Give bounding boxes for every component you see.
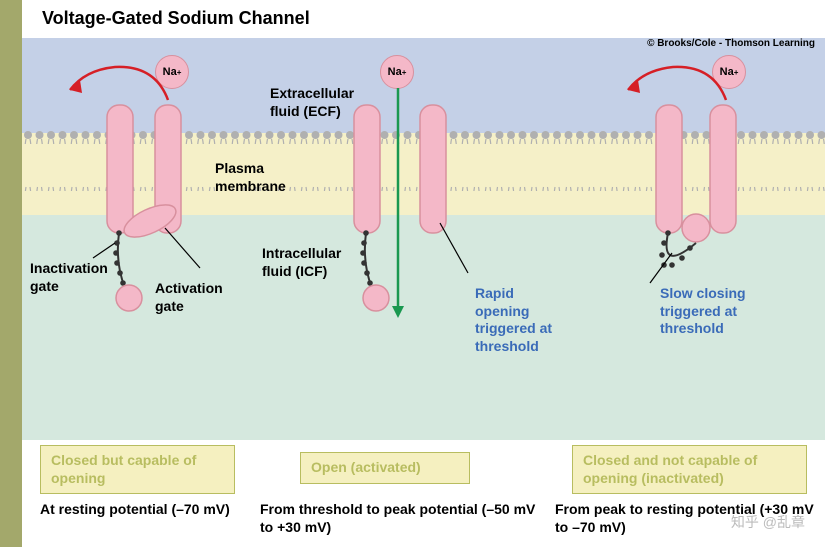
state-caption-2: From threshold to peak potential (–50 mV… <box>260 500 540 536</box>
ion-symbol: Na <box>388 66 402 78</box>
sodium-ion: Na+ <box>380 55 414 89</box>
ion-charge: + <box>402 68 407 77</box>
state-box-1: Closed but capable of opening <box>40 445 235 494</box>
channel-state-3 <box>630 103 780 313</box>
channel-state-2 <box>340 103 480 313</box>
state-box-2: Open (activated) <box>300 452 470 484</box>
watermark: 知乎 @乱章 <box>731 512 805 532</box>
diagram-title: Voltage-Gated Sodium Channel <box>42 8 310 29</box>
left-sidebar <box>0 0 22 547</box>
inactivation-gate-label: Inactivation gate <box>30 260 120 295</box>
slow-closing-label: Slow closing triggered at threshold <box>660 285 750 338</box>
copyright-text: © Brooks/Cole - Thomson Learning <box>647 38 815 49</box>
membrane-label: Plasma membrane <box>215 160 305 195</box>
state-caption-1: At resting potential (–70 mV) <box>40 500 250 518</box>
ecf-label: Extracellular fluid (ECF) <box>270 85 380 120</box>
activation-gate-label: Activation gate <box>155 280 235 315</box>
state-box-3: Closed and not capable of opening (inact… <box>572 445 807 494</box>
rapid-opening-label: Rapid opening triggered at threshold <box>475 285 565 355</box>
icf-label: Intracellular fluid (ICF) <box>262 245 362 280</box>
